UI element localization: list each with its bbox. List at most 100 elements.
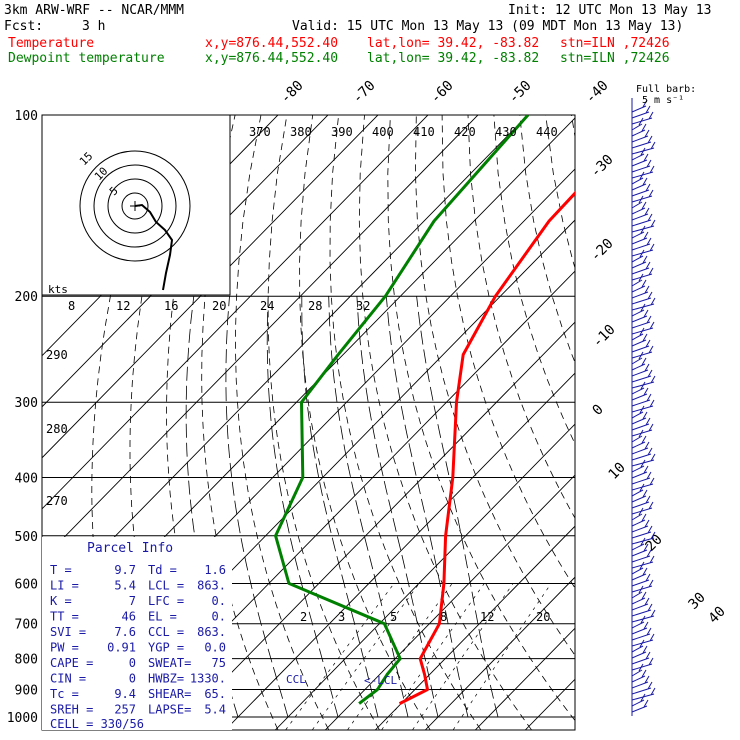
wind-barb <box>631 255 648 269</box>
wind-barb <box>631 567 648 581</box>
parcel-row-label: LFC = <box>148 594 184 608</box>
wind-barbs <box>631 98 656 716</box>
parcel-row-label: LCL = <box>148 579 184 593</box>
wind-barb <box>631 477 655 491</box>
temperature-axis-label: -80 <box>278 78 307 107</box>
theta-e-label: 410 <box>413 125 435 139</box>
speed-scale-label: 20 <box>212 299 226 313</box>
parcel-row-value: 863. <box>197 579 226 593</box>
wind-barb <box>631 375 656 389</box>
wind-barb <box>631 483 645 497</box>
temperature-legend-latlon: lat,lon= 39.42, -83.82 <box>367 36 540 51</box>
temperature-profile-line <box>398 191 575 705</box>
wind-barb <box>631 165 655 179</box>
temperature-axis-label: 10 <box>606 460 629 483</box>
parcel-row-value: 0 <box>129 672 136 686</box>
wind-barb <box>631 489 648 503</box>
parcel-row-label: EL = <box>148 610 177 624</box>
wind-barb <box>631 657 654 671</box>
wind-barb <box>631 693 646 707</box>
hodograph-trace <box>134 203 174 291</box>
temperature-axis-label: 20 <box>643 532 666 555</box>
wind-barb <box>631 99 648 113</box>
dry-adiabat-line <box>299 115 431 730</box>
wind-barb <box>631 525 653 539</box>
wind-barb <box>631 501 654 515</box>
wind-barb <box>631 507 644 521</box>
wind-barb <box>631 303 646 317</box>
wind-barb <box>631 675 650 689</box>
wind-barb <box>631 219 656 233</box>
wind-barb <box>631 537 646 551</box>
dry-adiabat-line <box>267 115 380 730</box>
wind-barb <box>631 135 653 149</box>
isotherm-line <box>225 372 575 730</box>
wind-barb <box>631 519 650 533</box>
theta-e-label: 430 <box>495 125 517 139</box>
parcel-row-label: HWBZ= <box>148 672 184 686</box>
wind-barb <box>631 513 647 527</box>
wind-barb <box>631 555 655 569</box>
wind-barb <box>631 315 652 329</box>
mixing-ratio-label: 8 <box>440 610 447 624</box>
temperature-legend-xy: x,y=876.44,552.40 <box>205 36 339 51</box>
dewpoint-legend-stn: stn=ILN ,72426 <box>560 51 670 66</box>
theta-e-label: 380 <box>290 125 312 139</box>
speed-scale-label: 16 <box>164 299 178 313</box>
parcel-row-value: 7 <box>129 594 136 608</box>
isotherm-line <box>42 115 479 561</box>
parcel-row-value: 0. <box>212 594 226 608</box>
wind-barb <box>631 633 655 647</box>
pressure-tick-label: 800 <box>15 653 38 668</box>
wind-barb <box>631 447 653 461</box>
wind-barb <box>631 597 650 611</box>
dry-adiabat-line <box>467 115 575 519</box>
lcl-annotation: <-LCL <box>364 674 397 687</box>
wind-barb <box>631 117 644 131</box>
speed-scale-label: 12 <box>116 299 130 313</box>
parcel-row-value: 0 <box>129 656 136 670</box>
temperature-axis-label: -60 <box>428 78 457 107</box>
dewpoint-legend-name: Dewpoint temperature <box>8 51 165 66</box>
temperature-axis-label: 40 <box>706 604 729 627</box>
dry-adiabat-line <box>235 115 330 730</box>
wind-barb <box>631 663 644 677</box>
wind-barb <box>631 411 648 425</box>
wind-barb <box>631 369 653 383</box>
forecast-hour: 3 h <box>82 19 106 34</box>
pressure-tick-label: 700 <box>15 618 38 633</box>
wind-barb <box>631 615 646 629</box>
dry-adiabat-label: 270 <box>46 494 68 508</box>
wind-barb <box>631 357 647 371</box>
parcel-row-label: K = <box>50 594 72 608</box>
wind-barb <box>631 423 654 437</box>
wind-barb <box>631 321 655 335</box>
temperature-axis-label: -50 <box>506 78 535 107</box>
wind-barb <box>631 279 647 293</box>
isotherm-line <box>475 627 575 730</box>
parcel-row-label: SVI = <box>50 625 86 639</box>
dewpoint-legend-xy: x,y=876.44,552.40 <box>205 51 339 66</box>
parcel-row-label: SREH = <box>50 703 93 717</box>
pressure-tick-label: 500 <box>15 530 38 545</box>
speed-scale-label: 24 <box>260 299 274 313</box>
isotherm-line <box>42 115 429 510</box>
wind-barb <box>631 699 649 713</box>
dry-adiabat-line <box>519 115 575 364</box>
parcel-row-label: SHEAR= <box>148 687 191 701</box>
dry-adiabat-line <box>597 115 740 730</box>
temperature-axis-label: -10 <box>590 322 619 351</box>
wind-barb <box>631 129 650 143</box>
isotherm-line <box>325 474 575 730</box>
pressure-tick-label: 600 <box>15 577 38 592</box>
dry-adiabat-line <box>441 115 575 589</box>
isotherm-line <box>375 525 575 730</box>
wind-barb <box>631 363 650 377</box>
full-barb-value: 5 m s⁻¹ <box>642 95 684 106</box>
pressure-tick-label: 100 <box>15 109 38 124</box>
wind-barb <box>631 291 653 305</box>
wind-barb <box>631 183 651 197</box>
wind-barb <box>631 561 645 575</box>
mixing-ratio-line <box>452 583 552 730</box>
